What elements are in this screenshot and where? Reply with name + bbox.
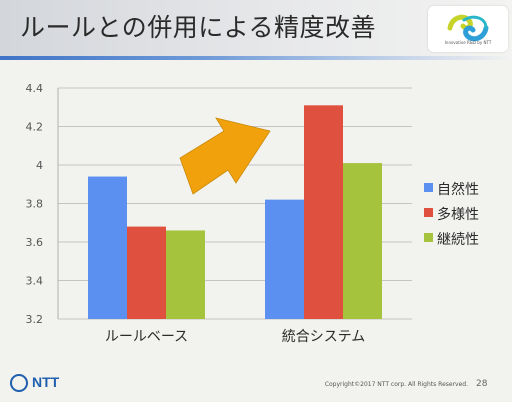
copyright-text: Copyright©2017 NTT corp. All Rights Rese…: [324, 381, 468, 388]
legend-swatch: [424, 183, 433, 192]
y-tick-label: 3.8: [26, 198, 44, 211]
bar: [265, 199, 304, 319]
bar: [304, 105, 343, 319]
title-underline: [0, 56, 512, 60]
bar: [127, 226, 166, 319]
ntt-logo: NTT: [10, 374, 72, 392]
title-band: [0, 0, 512, 60]
ntt-mark-icon: [10, 374, 28, 392]
y-tick-label: 4: [36, 159, 43, 172]
bar: [166, 230, 205, 319]
bar: [88, 176, 127, 319]
page-number: 28: [476, 379, 488, 389]
ntt-brand-text: NTT: [32, 374, 60, 390]
y-tick-label: 3.2: [26, 313, 44, 326]
legend-swatch: [424, 233, 433, 242]
x-category-label: ルールベース: [105, 329, 188, 345]
innovative-rd-logo: Innovative R&D by NTT: [428, 6, 508, 52]
slide-title: ルールとの併用による精度改善: [20, 13, 377, 42]
y-tick-label: 4.2: [26, 121, 44, 134]
swirl-logo-icon: [447, 14, 489, 42]
legend-label: 自然性: [437, 182, 479, 198]
legend-swatch: [424, 208, 433, 217]
y-tick-label: 3.6: [26, 236, 44, 249]
y-tick-label: 3.4: [26, 275, 44, 288]
logo-tagline: Innovative R&D by NTT: [444, 40, 492, 45]
legend-label: 継続性: [437, 232, 479, 248]
y-tick-label: 4.4: [26, 82, 44, 95]
bar: [343, 163, 382, 319]
bar-chart: 3.2 3.4 3.6 3.8 4 4.2 4.4 ルールベース 統合システム: [26, 82, 412, 345]
x-category-label: 統合システム: [282, 329, 366, 345]
improvement-arrow-icon: [179, 117, 271, 195]
legend-label: 多様性: [437, 207, 479, 223]
